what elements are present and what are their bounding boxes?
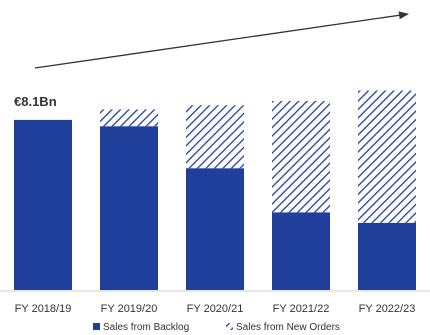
annotations-group: €8.1Bn [14,94,57,109]
legend: Sales from Backlog Sales from New Orders [93,322,340,333]
bars-group [14,90,416,291]
legend-swatch-sales-from-new-orders [226,323,233,330]
bar-sales-from-backlog-fy-2019-20 [100,126,158,290]
trend-arrow [34,11,409,69]
bar-sales-from-new-orders-fy-2022-23 [358,90,416,223]
bar-sales-from-backlog-fy-2022-23 [358,222,416,290]
legend-label-sales-from-new-orders: Sales from New Orders [236,322,340,333]
x-tick-label: FY 2019/20 [101,303,158,315]
x-tick-label: FY 2022/23 [359,303,416,315]
legend-label-sales-from-backlog: Sales from Backlog [103,322,189,333]
x-tick-label: FY 2021/22 [273,303,330,315]
data-label-fy-2018-19: €8.1Bn [14,94,57,109]
bar-sales-from-new-orders-fy-2021-22 [272,101,330,213]
x-tick-labels: FY 2018/19 FY 2019/20 FY 2020/21 FY 2021/22… [15,303,416,315]
bar-sales-from-backlog-fy-2018-19 [14,119,72,291]
bar-sales-from-backlog-fy-2021-22 [272,212,330,290]
bar-sales-from-new-orders-fy-2020-21 [186,105,244,169]
legend-swatch-sales-from-backlog [93,323,100,330]
bar-sales-from-new-orders-fy-2019-20 [100,109,158,127]
x-tick-label: FY 2018/19 [15,303,72,315]
x-tick-label: FY 2020/21 [187,303,244,315]
bar-sales-from-backlog-fy-2020-21 [186,168,244,290]
